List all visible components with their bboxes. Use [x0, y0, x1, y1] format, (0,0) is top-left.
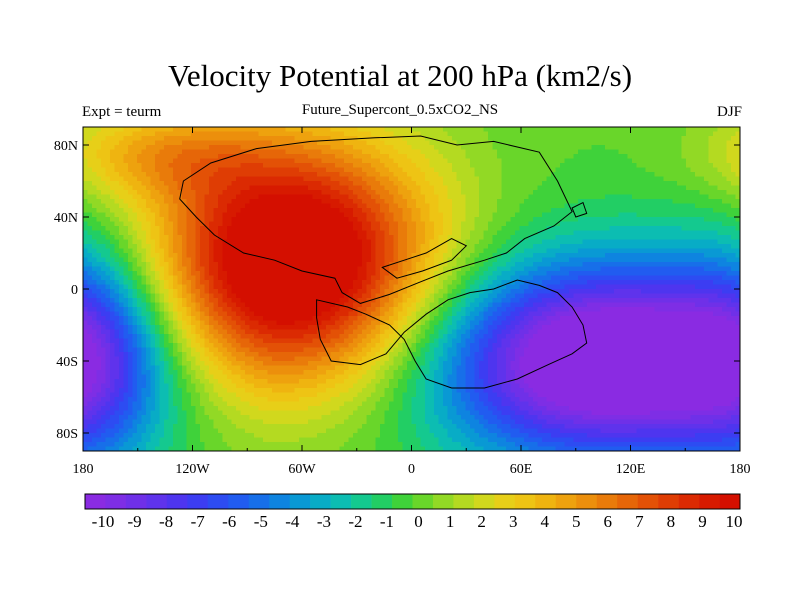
x-tick-label: 180 [73, 462, 94, 477]
colorbar-label: -6 [222, 512, 236, 531]
colorbar-swatch [187, 494, 209, 509]
colorbar-label: 7 [635, 512, 644, 531]
colorbar-label: -3 [317, 512, 331, 531]
latitude-axis: 80N 40N 0 40S 80S [54, 139, 740, 442]
colorbar-swatch [699, 494, 720, 509]
plot-subtitle: Future_Supercont_0.5xCO2_NS [301, 102, 499, 118]
colorbar-label: -8 [159, 512, 173, 531]
colorbar: -10 -9 -8 -7 -6 -5 -4 -3 -2 -1 0 1 2 3 4 5 6 7 8 9 10 [84, 493, 743, 531]
x-tick-label: 60E [510, 462, 533, 477]
colorbar-label: 5 [572, 512, 581, 531]
y-tick-label: 40S [56, 355, 78, 370]
southern-landmass-outline [316, 279, 588, 389]
season-label: DJF [716, 104, 742, 120]
colorbar-swatch [555, 494, 577, 509]
colorbar-swatch [432, 494, 454, 509]
x-tick-label: 120W [175, 462, 210, 477]
colorbar-swatch [719, 494, 741, 509]
x-tick-label: 180 [730, 462, 751, 477]
colorbar-swatch [494, 494, 516, 509]
colorbar-label: -9 [128, 512, 142, 531]
colorbar-label: 0 [414, 512, 423, 531]
colorbar-swatch [514, 494, 536, 509]
colorbar-swatch [576, 494, 598, 509]
colorbar-swatch [105, 494, 127, 509]
colorbar-swatch [289, 494, 311, 509]
colorbar-label: 6 [604, 512, 613, 531]
colorbar-label: 8 [667, 512, 676, 531]
colorbar-label: -7 [191, 512, 206, 531]
colorbar-label: 9 [698, 512, 707, 531]
colorbar-swatch [207, 494, 229, 509]
colorbar-label: -5 [254, 512, 268, 531]
x-tick-label: 120E [616, 462, 646, 477]
experiment-label: Expt = teurm [82, 104, 162, 120]
inland-sea-outline [381, 238, 468, 279]
colorbar-swatch [535, 494, 557, 509]
colorbar-swatch [678, 494, 700, 509]
colorbar-label: 3 [509, 512, 518, 531]
colorbar-swatch [228, 494, 250, 509]
small-island-outline [571, 201, 588, 218]
continent-outlines [179, 135, 588, 389]
colorbar-swatch [453, 494, 475, 509]
colorbar-label: -4 [285, 512, 300, 531]
colorbar-label: -10 [92, 512, 115, 531]
colorbar-label: 1 [446, 512, 455, 531]
colorbar-swatch [637, 494, 659, 509]
colorbar-swatch [269, 494, 290, 509]
colorbar-swatch [166, 494, 188, 509]
colorbar-frame [84, 493, 741, 510]
plot-title: Velocity Potential at 200 hPa (km2/s) [167, 58, 633, 93]
colorbar-swatch [412, 494, 434, 509]
northern-landmass-outline [179, 135, 573, 304]
colorbar-label: 10 [726, 512, 743, 531]
colorbar-swatch [658, 494, 679, 509]
colorbar-swatch [596, 494, 618, 509]
y-tick-label: 80N [54, 139, 78, 154]
longitude-axis: 180 120W 60W 0 60E 120E 180 [73, 127, 751, 477]
colorbar-swatch [371, 494, 393, 509]
colorbar-swatch [351, 494, 372, 509]
colorbar-swatch [85, 494, 106, 509]
velocity-potential-field [83, 127, 740, 451]
colorbar-swatch [146, 494, 168, 509]
colorbar-label: 4 [540, 512, 549, 531]
colorbar-label: 2 [477, 512, 486, 531]
colorbar-swatch [248, 494, 270, 509]
colorbar-swatch [473, 494, 495, 509]
colorbar-label: -1 [380, 512, 394, 531]
colorbar-swatch [310, 494, 331, 509]
colorbar-swatch [392, 494, 413, 509]
y-tick-label: 0 [71, 283, 78, 298]
y-tick-label: 40N [54, 211, 78, 226]
colorbar-swatch [125, 494, 147, 509]
colorbar-swatch [617, 494, 638, 509]
colorbar-label: -2 [348, 512, 362, 531]
colorbar-swatch [330, 494, 352, 509]
x-tick-label: 60W [288, 462, 316, 477]
y-tick-label: 80S [56, 427, 78, 442]
x-tick-label: 0 [408, 462, 415, 477]
